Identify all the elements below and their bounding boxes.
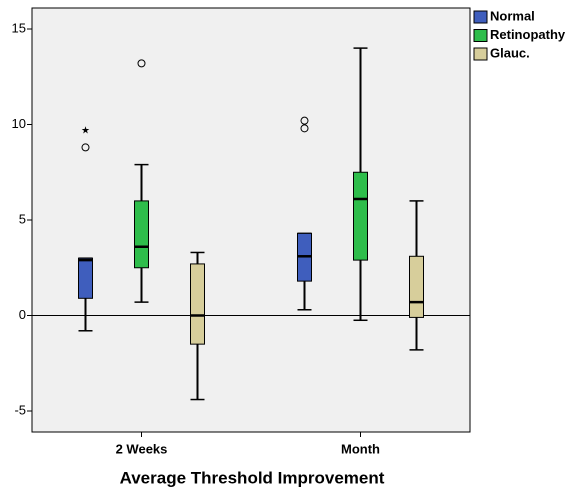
box (78, 257, 93, 299)
box (353, 171, 368, 261)
x-tick-label: 2 Weeks (116, 441, 168, 456)
box (409, 255, 424, 318)
plot-area (31, 7, 471, 433)
legend-swatch (473, 10, 488, 24)
legend-label: Glauc. (490, 45, 530, 60)
box (134, 200, 149, 269)
legend-swatch (473, 47, 488, 61)
x-tick-label: Month (341, 441, 380, 456)
outlier (81, 143, 90, 152)
legend-label: Normal (490, 8, 535, 23)
y-tick-label: -5 (14, 402, 26, 417)
y-tick-label: 0 (19, 307, 26, 322)
y-tick-label: 15 (12, 20, 26, 35)
y-tick-label: 5 (19, 211, 26, 226)
legend-swatch (473, 29, 488, 42)
outlier (300, 124, 309, 133)
outlier (300, 116, 309, 125)
box (190, 263, 205, 345)
y-tick-label: 10 (12, 116, 26, 131)
outlier (137, 59, 146, 68)
x-axis-title: Average Threshold Improvement (120, 468, 385, 487)
extreme (81, 126, 90, 134)
legend-label: Retinopathy (490, 27, 566, 42)
